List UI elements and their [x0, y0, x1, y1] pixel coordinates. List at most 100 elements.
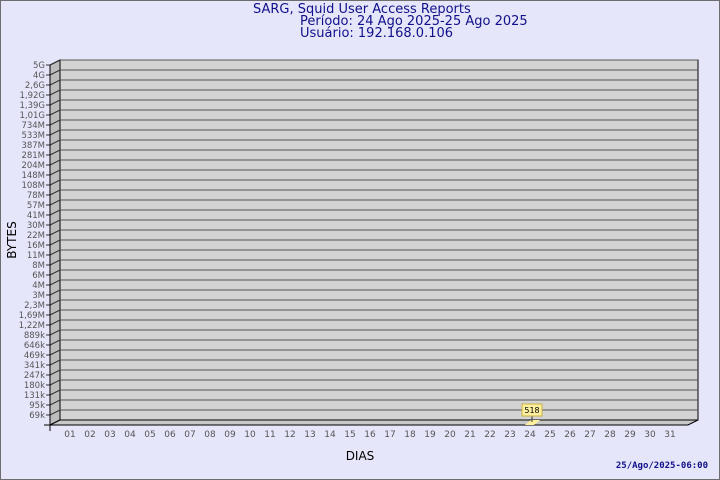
y-tick-label: 889k	[24, 331, 45, 341]
x-tick-label: 08	[204, 430, 216, 440]
y-tick-label: 646k	[24, 341, 45, 351]
x-tick-label: 09	[224, 430, 236, 440]
y-tick-label: 5G	[33, 61, 45, 71]
gridline-side	[49, 329, 61, 336]
y-tick-label: 148M	[21, 171, 45, 181]
gridline-side	[49, 219, 61, 226]
x-tick-label: 03	[104, 430, 115, 440]
gridline-side	[49, 239, 61, 246]
x-axis-title: DIAS	[346, 449, 375, 463]
chart-user: Usuário: 192.168.0.106	[300, 26, 454, 41]
x-tick-label: 11	[264, 430, 275, 440]
y-tick-label: 1,69M	[19, 311, 45, 321]
y-tick-label: 8M	[32, 261, 45, 271]
y-tick-label: 6M	[32, 271, 45, 281]
gridline-side	[49, 109, 61, 116]
gridline-side	[49, 159, 61, 166]
gridline-side	[49, 409, 61, 416]
gridline-side	[49, 389, 61, 396]
gridline-side	[49, 279, 61, 286]
gridline-side	[49, 399, 61, 406]
y-tick-label: 41M	[27, 211, 45, 221]
chart-title: SARG, Squid User Access Reports	[253, 2, 471, 17]
gridline-side	[49, 369, 61, 376]
plot-floor	[49, 419, 699, 426]
x-tick-label: 16	[364, 430, 376, 440]
chart-period: Período: 24 Ago 2025-25 Ago 2025	[300, 14, 528, 29]
y-tick-label: 11M	[27, 251, 45, 261]
x-tick-label: 04	[124, 430, 136, 440]
x-tick-label: 28	[604, 430, 616, 440]
gridline-side	[49, 229, 61, 236]
x-tick-label: 24	[524, 430, 536, 440]
gridline-side	[49, 79, 61, 86]
gridline-side	[49, 139, 61, 146]
y-tick-label: 734M	[21, 121, 45, 131]
y-tick-label: 2,6G	[25, 81, 45, 91]
y-tick-label: 131k	[24, 391, 45, 401]
y-tick-label: 387M	[21, 141, 45, 151]
y-tick-label: 16M	[27, 241, 45, 251]
y-tick-label: 247k	[24, 371, 45, 381]
gridline-side	[49, 309, 61, 316]
x-tick-label: 01	[64, 430, 75, 440]
y-tick-label: 341k	[24, 361, 45, 371]
gridline-side	[49, 299, 61, 306]
x-tick-label: 05	[144, 430, 155, 440]
y-tick-label: 3M	[32, 291, 45, 301]
y-tick-label: 204M	[21, 161, 45, 171]
gridline-side	[49, 319, 61, 326]
x-tick-label: 18	[404, 430, 416, 440]
y-tick-label: 1,22M	[19, 321, 45, 331]
y-tick-label: 533M	[21, 131, 45, 141]
y-tick-label: 1,01G	[19, 111, 45, 121]
y-tick-label: 22M	[27, 231, 45, 241]
y-axis-title: BYTES	[5, 221, 19, 258]
x-tick-label: 15	[344, 430, 355, 440]
y-tick-label: 30M	[27, 221, 45, 231]
footer-timestamp: 25/Ago/2025-06:00	[615, 461, 708, 471]
gridline-side	[49, 249, 61, 256]
y-tick-label: 1,39G	[19, 101, 45, 111]
x-tick-label: 12	[284, 430, 295, 440]
gridline-side	[49, 269, 61, 276]
x-tick-label: 29	[624, 430, 636, 440]
y-tick-label: 2,3M	[24, 301, 45, 311]
gridline-side	[49, 379, 61, 386]
y-tick-label: 4G	[33, 71, 45, 81]
gridline-side	[49, 99, 61, 106]
gridline-side	[49, 289, 61, 296]
gridline-side	[49, 349, 61, 356]
x-tick-label: 20	[444, 430, 456, 440]
gridline-side	[49, 149, 61, 156]
gridline-side	[49, 89, 61, 96]
x-tick-label: 27	[584, 430, 595, 440]
y-tick-label: 78M	[27, 191, 45, 201]
data-label: 518	[524, 406, 539, 415]
y-tick-label: 95k	[29, 401, 45, 411]
data-label-box	[521, 403, 543, 417]
y-tick-label: 180k	[24, 381, 45, 391]
x-tick-label: 19	[424, 430, 436, 440]
x-tick-label: 22	[484, 430, 495, 440]
x-tick-label: 10	[244, 430, 256, 440]
x-tick-label: 31	[664, 430, 675, 440]
gridline-side	[49, 59, 61, 66]
gridline-side	[49, 69, 61, 76]
y-tick-label: 108M	[21, 181, 45, 191]
gridline-side	[49, 169, 61, 176]
x-tick-label: 14	[324, 430, 336, 440]
y-tick-label: 69k	[29, 411, 45, 421]
x-tick-label: 26	[564, 430, 576, 440]
x-tick-label: 23	[504, 430, 515, 440]
x-tick-label: 25	[544, 430, 555, 440]
y-tick-label: 281M	[21, 151, 45, 161]
x-tick-label: 17	[384, 430, 395, 440]
y-tick-label: 57M	[27, 201, 45, 211]
gridline-side	[49, 359, 61, 366]
x-tick-label: 02	[84, 430, 95, 440]
bar-day-24	[525, 420, 540, 425]
y-tick-label: 1,92G	[19, 91, 45, 101]
gridline-side	[49, 339, 61, 346]
